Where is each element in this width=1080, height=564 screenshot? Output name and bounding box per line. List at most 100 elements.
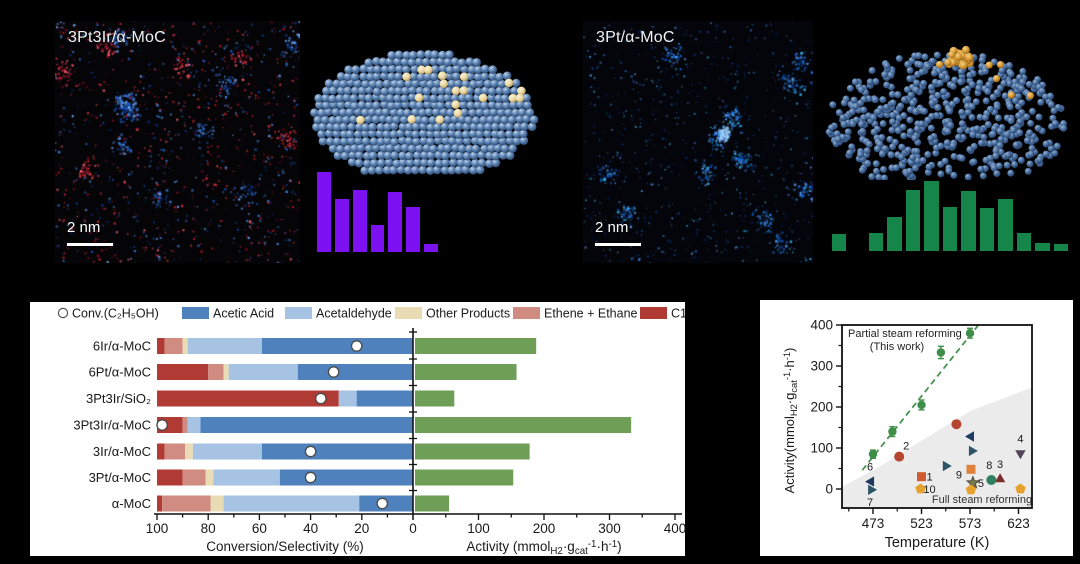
support-atom <box>433 129 442 139</box>
support-atom <box>1047 101 1055 109</box>
support-atom <box>369 158 379 168</box>
histogram-bar <box>942 206 958 251</box>
support-atom <box>423 72 433 81</box>
scalebar-1-line <box>67 243 113 246</box>
support-atom <box>462 151 472 161</box>
support-atom <box>364 114 373 124</box>
temperature-activity-panel: 1 2 3 4 5 6 7 8 9 10 Partial steam reforming (This … <box>760 300 1073 556</box>
support-atom <box>443 93 452 103</box>
support-atom <box>389 165 398 175</box>
ref-marker-triangle-down <box>1015 450 1026 460</box>
support-atom <box>426 137 435 146</box>
support-atom <box>944 127 952 135</box>
support-atom <box>482 108 492 117</box>
support-atom <box>493 115 502 124</box>
support-atom <box>989 93 997 101</box>
support-atom <box>317 129 326 139</box>
support-atom <box>834 135 842 143</box>
support-atom <box>325 129 334 138</box>
support-atom <box>380 71 389 81</box>
support-atom <box>904 146 912 154</box>
support-atom <box>522 93 531 103</box>
support-atom <box>966 71 974 79</box>
ref-marker-star <box>965 475 980 489</box>
support-atom <box>314 93 323 103</box>
tick-label: 200 <box>533 521 556 536</box>
support-atom <box>424 49 433 59</box>
ref-marker-square <box>917 472 926 482</box>
support-atom <box>502 86 511 96</box>
support-atom <box>897 153 905 161</box>
support-atom <box>480 64 490 74</box>
conversion-marker <box>327 366 340 378</box>
support-atom <box>1003 131 1011 139</box>
support-atom <box>366 72 375 82</box>
histogram-bar <box>406 207 421 252</box>
support-atom <box>447 165 457 175</box>
support-atom <box>477 137 486 146</box>
support-atom <box>951 76 959 84</box>
support-atom <box>342 93 352 102</box>
support-atom <box>428 115 438 125</box>
support-atom <box>496 108 506 117</box>
support-atom <box>507 115 517 125</box>
support-atom <box>840 121 848 129</box>
support-atom <box>958 108 966 116</box>
support-atom <box>436 94 446 103</box>
support-atom <box>322 86 331 96</box>
category-label: α-MoC <box>112 496 151 511</box>
support-atom <box>954 133 962 141</box>
support-atom <box>410 64 419 74</box>
support-atom <box>457 93 467 103</box>
support-atom <box>465 57 475 67</box>
support-atom <box>511 78 521 88</box>
support-atom <box>331 107 341 117</box>
support-atom <box>347 136 356 146</box>
support-atom <box>418 129 428 138</box>
support-atom <box>928 99 936 107</box>
support-atom <box>475 108 484 117</box>
support-atom <box>318 122 328 132</box>
support-atom <box>398 136 407 145</box>
support-atom <box>449 158 458 167</box>
support-atom <box>485 159 494 168</box>
support-atom <box>477 158 487 168</box>
support-atom <box>431 107 441 117</box>
activity-bar <box>415 495 450 512</box>
support-atom <box>479 115 488 125</box>
category-label: 6Pt/α-MoC <box>89 365 151 380</box>
support-atom <box>398 151 407 160</box>
support-atom <box>463 158 472 168</box>
stacked-bar-segment <box>228 364 298 380</box>
support-atom <box>998 67 1006 75</box>
support-atom <box>376 122 386 132</box>
support-atom <box>418 108 427 117</box>
support-atom <box>396 108 406 118</box>
support-atom <box>960 87 968 95</box>
support-atom <box>520 122 529 131</box>
support-atom <box>906 128 914 136</box>
support-atom <box>382 79 392 88</box>
support-atom <box>991 124 999 132</box>
tick-label: 523 <box>910 516 933 531</box>
histogram-bar <box>998 198 1013 251</box>
support-atom <box>1016 129 1024 137</box>
support-atom <box>1007 70 1015 78</box>
support-atom <box>471 144 481 154</box>
dopant-atom <box>435 115 445 124</box>
support-atom <box>840 99 848 107</box>
support-atom <box>413 151 422 160</box>
support-atom <box>383 136 392 146</box>
support-atom <box>480 72 490 81</box>
support-atom <box>949 82 957 90</box>
support-atom <box>909 153 917 161</box>
support-atom <box>411 122 421 131</box>
support-atom <box>475 129 485 139</box>
stacked-bar-segment <box>205 469 214 486</box>
stacked-bar-segment <box>338 390 357 407</box>
support-atom <box>452 64 462 73</box>
support-atom <box>487 87 497 96</box>
support-atom <box>426 123 436 132</box>
support-atom <box>504 129 514 139</box>
support-atom <box>978 56 986 64</box>
